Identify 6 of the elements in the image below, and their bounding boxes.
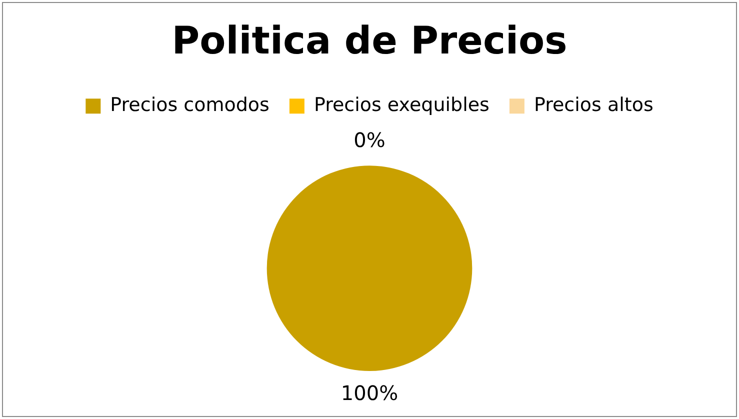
legend-label: Precios comodos [110, 94, 270, 116]
legend-label: Precios exequibles [314, 94, 490, 116]
legend-label: Precios altos [534, 94, 654, 116]
data-label: 100% [340, 381, 398, 406]
text: 0% [354, 128, 386, 152]
chart-title: Politica de Precios [172, 18, 568, 63]
